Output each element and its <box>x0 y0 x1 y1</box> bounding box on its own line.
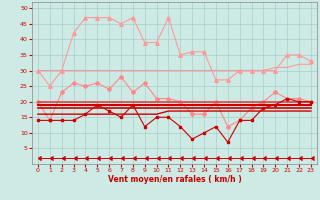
X-axis label: Vent moyen/en rafales ( km/h ): Vent moyen/en rafales ( km/h ) <box>108 175 241 184</box>
